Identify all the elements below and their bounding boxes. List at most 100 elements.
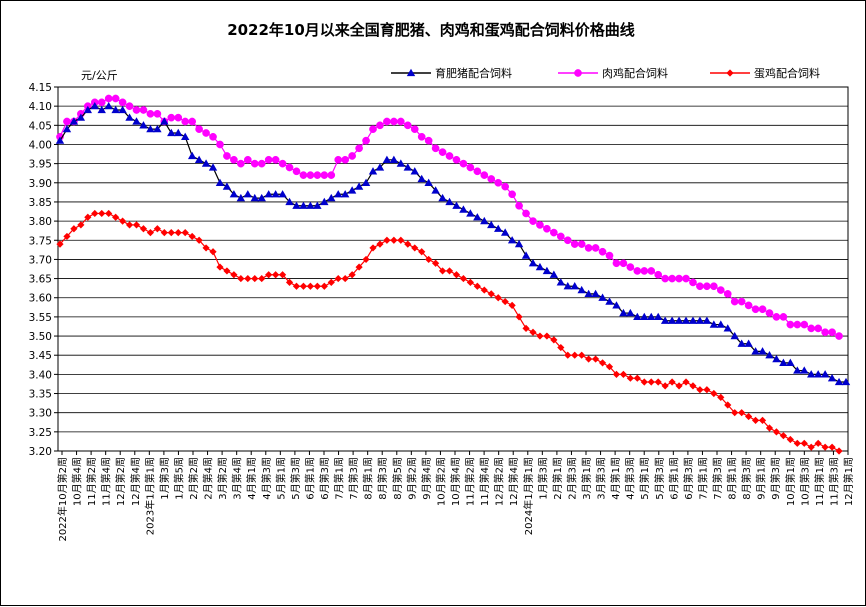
data-point bbox=[619, 370, 628, 378]
data-point bbox=[689, 382, 697, 390]
data-point bbox=[216, 263, 224, 271]
data-point bbox=[557, 343, 565, 352]
data-point bbox=[424, 178, 433, 186]
data-point bbox=[382, 155, 392, 163]
data-point bbox=[487, 175, 496, 183]
data-point bbox=[187, 151, 197, 160]
data-point bbox=[828, 328, 836, 337]
data-point bbox=[327, 278, 335, 287]
data-point bbox=[716, 286, 725, 294]
data-point bbox=[272, 271, 280, 279]
data-point bbox=[376, 121, 384, 130]
legend-marker bbox=[406, 68, 416, 77]
x-tick-label: 4月第3周 bbox=[260, 457, 273, 500]
data-point bbox=[139, 106, 148, 114]
x-tick-label: 10月第2周 bbox=[434, 457, 447, 506]
x-tick-label: 11月第3周 bbox=[827, 457, 840, 506]
data-point bbox=[195, 236, 203, 244]
data-point bbox=[633, 267, 642, 275]
x-tick-label: 5月第1周 bbox=[274, 457, 287, 500]
data-point bbox=[452, 155, 461, 164]
data-point bbox=[383, 236, 391, 244]
data-point bbox=[487, 220, 496, 229]
data-point bbox=[466, 209, 475, 217]
data-point bbox=[139, 121, 148, 129]
x-tick-label: 6月第3周 bbox=[682, 457, 695, 500]
data-point bbox=[125, 113, 134, 121]
data-point bbox=[118, 105, 127, 114]
data-point bbox=[146, 124, 155, 133]
data-point bbox=[710, 389, 718, 398]
data-point bbox=[459, 205, 468, 213]
data-point bbox=[369, 125, 377, 133]
data-point bbox=[619, 259, 628, 268]
y-unit-label: 元/公斤 bbox=[81, 69, 118, 82]
data-point bbox=[521, 251, 531, 259]
data-point bbox=[730, 297, 739, 306]
data-point bbox=[278, 159, 287, 168]
data-point bbox=[354, 182, 364, 190]
data-point bbox=[814, 324, 823, 333]
data-point bbox=[793, 439, 801, 447]
data-point bbox=[222, 182, 232, 190]
data-point bbox=[306, 282, 315, 290]
data-point bbox=[800, 366, 809, 374]
data-point bbox=[327, 193, 336, 202]
data-point bbox=[758, 347, 767, 355]
data-point bbox=[341, 274, 349, 283]
data-point bbox=[508, 190, 516, 199]
data-point bbox=[744, 339, 753, 347]
data-point bbox=[584, 289, 593, 298]
data-point bbox=[550, 228, 558, 237]
data-point bbox=[834, 377, 844, 386]
data-point bbox=[549, 270, 559, 278]
legend-label: 肉鸡配合饲料 bbox=[602, 66, 668, 80]
data-point bbox=[410, 125, 419, 133]
data-point bbox=[668, 378, 676, 386]
data-point bbox=[459, 274, 468, 283]
data-point bbox=[640, 312, 649, 321]
data-point bbox=[209, 132, 217, 141]
data-point bbox=[591, 355, 600, 363]
x-tick-label: 12月第4周 bbox=[129, 457, 142, 506]
data-point bbox=[494, 178, 503, 187]
data-point bbox=[813, 370, 823, 378]
y-tick-label: 3.45 bbox=[29, 350, 52, 362]
data-point bbox=[97, 105, 106, 114]
data-point bbox=[313, 171, 322, 179]
data-point bbox=[827, 374, 837, 382]
data-point bbox=[411, 244, 419, 252]
data-point bbox=[125, 221, 134, 229]
data-point bbox=[626, 263, 635, 271]
data-point bbox=[585, 355, 593, 363]
data-point bbox=[584, 244, 593, 252]
x-tick-label: 11月第1周 bbox=[813, 457, 826, 506]
data-point bbox=[514, 239, 524, 248]
data-point bbox=[208, 163, 218, 171]
x-tick-label: 3月第3周 bbox=[595, 457, 608, 500]
data-point bbox=[202, 129, 210, 137]
data-point bbox=[556, 232, 565, 241]
data-point bbox=[118, 98, 127, 107]
data-point bbox=[577, 285, 586, 294]
data-point bbox=[306, 201, 315, 209]
x-tick-label: 2023年1月第1周 bbox=[143, 457, 156, 535]
data-point bbox=[132, 106, 141, 114]
data-point bbox=[56, 240, 64, 248]
data-point bbox=[751, 416, 760, 424]
data-point bbox=[320, 171, 329, 179]
y-tick-label: 3.70 bbox=[29, 254, 52, 266]
y-tick-label: 3.75 bbox=[29, 235, 52, 247]
legend: 育肥猪配合饲料 肉鸡配合饲料 蛋鸡配合饲料 bbox=[391, 66, 820, 80]
x-tick-label: 5月第1周 bbox=[638, 457, 651, 500]
data-point bbox=[772, 313, 781, 321]
data-point bbox=[633, 374, 641, 382]
data-point bbox=[480, 171, 489, 179]
x-tick-label: 12月第4周 bbox=[507, 457, 520, 506]
data-point bbox=[730, 331, 739, 340]
data-point bbox=[174, 128, 183, 137]
data-point bbox=[591, 289, 600, 298]
data-point bbox=[63, 232, 71, 241]
data-point bbox=[320, 197, 329, 206]
data-point bbox=[403, 121, 412, 130]
